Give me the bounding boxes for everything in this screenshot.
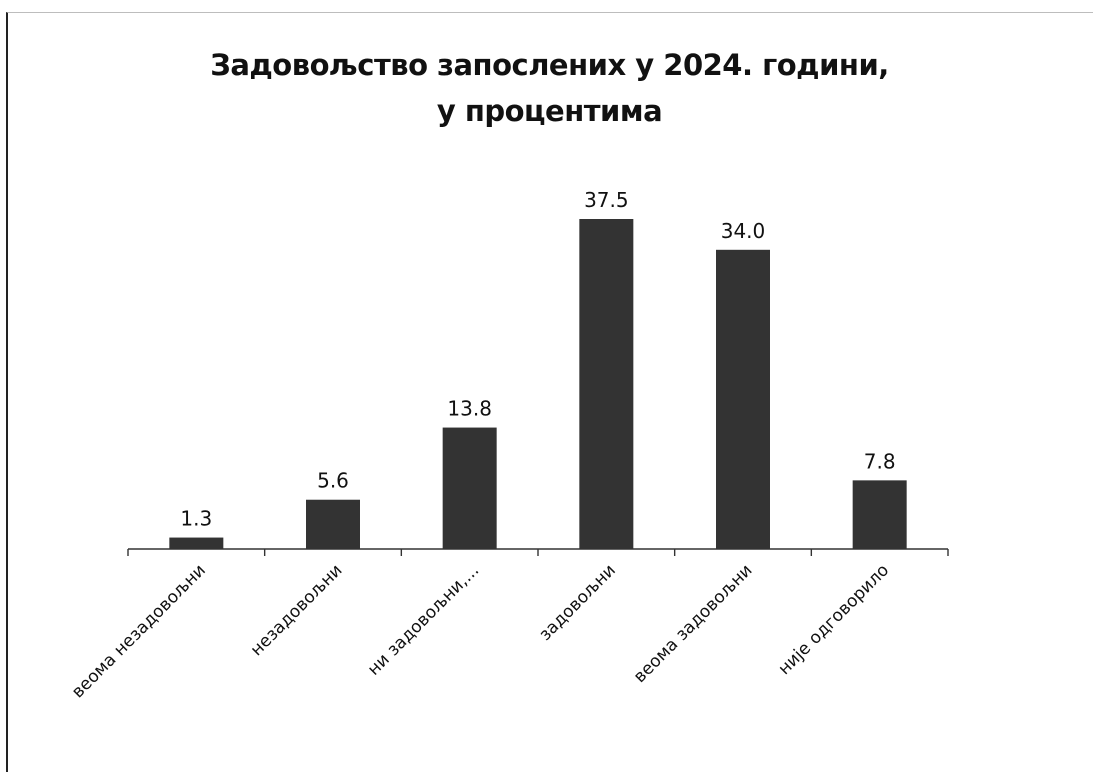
category-labels-group: веома незадовољни незадовољни ни задовољни… — [68, 560, 893, 702]
chart-title: Задовољство запослених у 2024. години, у… — [0, 42, 1099, 134]
data-label: 34.0 — [721, 219, 766, 243]
data-label: 7.8 — [864, 449, 896, 473]
data-label: 5.6 — [317, 469, 349, 493]
bar — [716, 249, 770, 550]
data-label: 1.3 — [180, 507, 212, 531]
chart-title-line-1: Задовољство запослених у 2024. години, — [210, 48, 889, 82]
category-label: веома незадовољни — [68, 560, 210, 702]
bar — [852, 480, 907, 549]
bar — [579, 219, 634, 549]
data-labels-group: 1.3 5.6 13.8 37.5 34.0 7.8 — [180, 188, 895, 531]
bars-group — [169, 219, 907, 550]
category-label: незадовољни — [247, 560, 347, 660]
bar — [442, 427, 497, 549]
bar — [169, 537, 224, 549]
bar — [306, 499, 360, 549]
tick-marks-group — [127, 549, 949, 556]
category-label: ни задовољни,... — [364, 560, 483, 679]
category-label: није одговорило — [775, 560, 894, 679]
data-label: 13.8 — [447, 397, 492, 421]
data-label: 37.5 — [584, 188, 629, 212]
chart-frame — [6, 12, 1093, 772]
category-label: веома задовољни — [630, 560, 757, 687]
chart-title-line-2: у процентима — [436, 94, 663, 128]
category-label: задовољни — [535, 560, 620, 645]
